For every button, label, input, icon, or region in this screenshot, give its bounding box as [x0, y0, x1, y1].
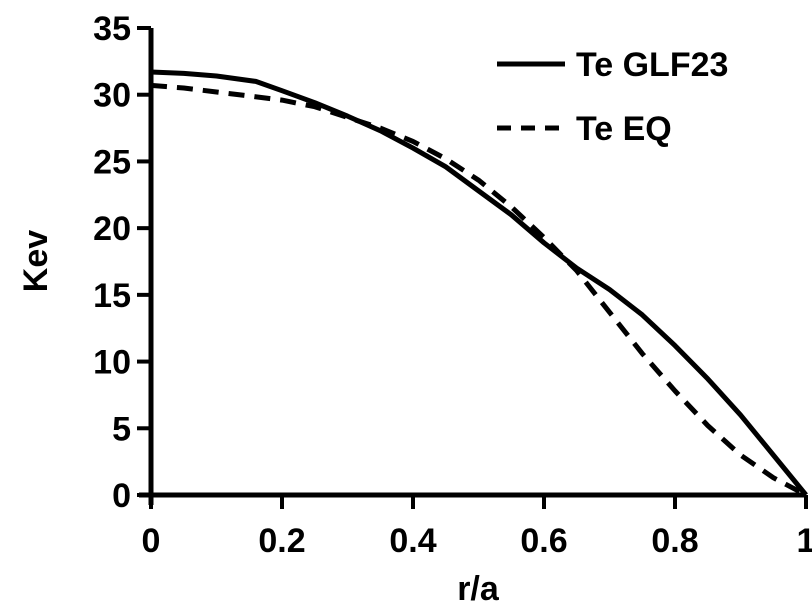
x-tick-label: 0: [142, 522, 161, 560]
y-tick-label: 25: [93, 143, 131, 181]
x-tick-label: 0.2: [258, 522, 305, 560]
y-axis-label: Kev: [17, 230, 55, 292]
legend-label: Te GLF23: [576, 46, 728, 84]
legend-label: Te EQ: [576, 110, 672, 148]
series-line-te-glf23: [150, 69, 808, 497]
x-tick-label: 0.8: [651, 522, 698, 560]
x-tick-label: 0.4: [389, 522, 436, 560]
y-tick-label: 35: [93, 10, 131, 48]
y-tick-label: 10: [93, 344, 131, 382]
x-axis-label: r/a: [457, 570, 500, 607]
legend: Te GLF23 Te EQ: [497, 46, 728, 148]
y-tick-label: 0: [112, 477, 131, 515]
plot-lines: [150, 69, 808, 498]
axes: 0 5 10 15 20 25 30 35 0 0.2 0.4 0.6 0.8 1: [93, 10, 812, 560]
x-tick-label: 0.6: [520, 522, 567, 560]
y-tick-label: 30: [93, 77, 131, 115]
series-line-te-eq: [150, 82, 808, 498]
y-tick-label: 15: [93, 277, 131, 315]
y-tick-label: 5: [112, 410, 131, 448]
y-tick-label: 20: [93, 210, 131, 248]
x-tick-label: 1: [797, 522, 812, 560]
